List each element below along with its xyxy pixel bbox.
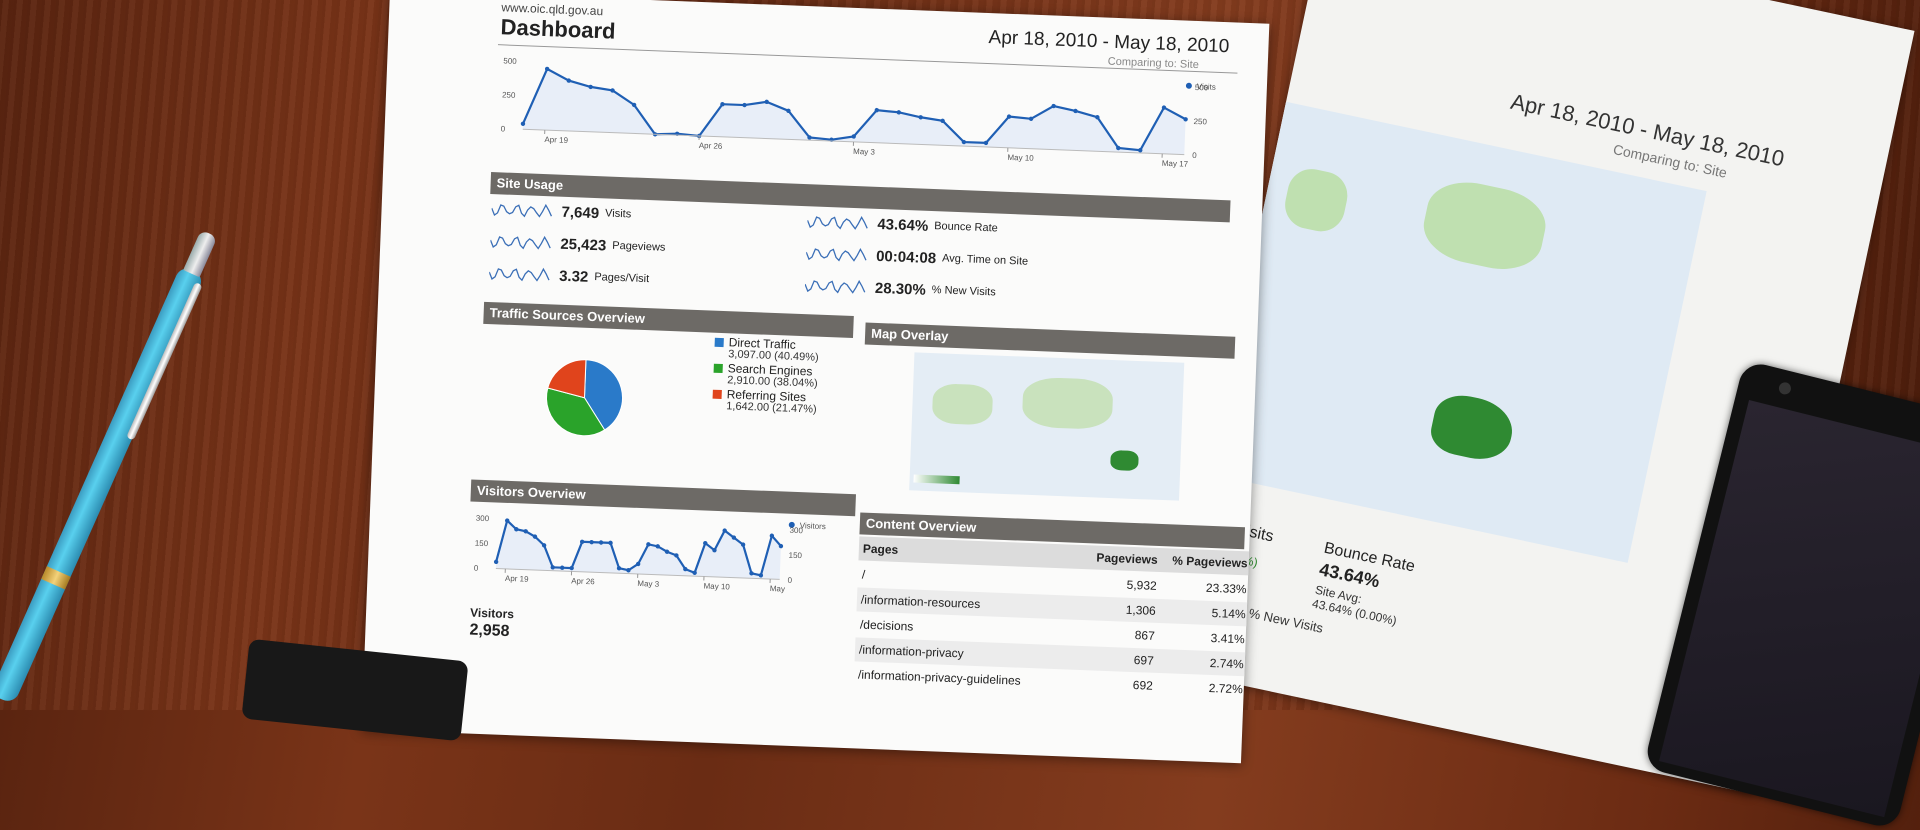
- visitors-total-value: 2,958: [469, 622, 510, 642]
- legend-visitors: Visitors: [800, 521, 826, 531]
- map-landmass-europe: [1281, 165, 1352, 236]
- pen-ring: [41, 566, 70, 589]
- table-cell: /information-resources: [857, 592, 1071, 614]
- sparkline: [490, 232, 553, 252]
- table-header-cell: % Pageviews: [1157, 553, 1247, 570]
- metric-value: 25,423: [560, 235, 607, 254]
- traffic-source-detail: 1,642.00 (21.47%): [726, 400, 817, 415]
- page-title: Dashboard: [500, 14, 616, 44]
- x-tick-label: Apr 26: [571, 576, 595, 586]
- table-cell: /: [858, 567, 1072, 589]
- map-overlay-world-map: [909, 352, 1184, 500]
- metric-value: 7,649: [561, 203, 599, 221]
- phone-camera: [1778, 381, 1793, 396]
- y-tick-label-left: 300: [476, 514, 490, 524]
- metric-label: Pages/Visit: [594, 271, 649, 285]
- site-usage-metric: 00:04:08 Avg. Time on Site: [806, 242, 1029, 273]
- y-tick-label-right: 500: [1195, 83, 1209, 93]
- x-tick-label: May 3: [637, 579, 660, 589]
- second-sheet-stats: Visits 09%) Bounce Rate 43.64% Site Avg:…: [1213, 521, 1590, 713]
- map-australia-highlight: [1110, 450, 1139, 471]
- y-tick-label-left: 250: [502, 90, 516, 100]
- table-cell: 23.33%: [1156, 579, 1246, 596]
- sparkline: [807, 212, 870, 232]
- sparkline: [489, 264, 552, 284]
- metric-value: 00:04:08: [876, 247, 937, 266]
- x-tick-label: May 10: [703, 581, 730, 591]
- visitors-line-chart: Visitors 300 150 0 300 150 0 Apr 19 Apr 26 May 3…: [467, 505, 850, 610]
- metric-label: Pageviews: [612, 240, 666, 254]
- site-usage-metric: 3.32 Pages/Visit: [489, 262, 650, 290]
- y-tick-label-right: 300: [789, 526, 803, 536]
- table-cell: 697: [1069, 651, 1154, 668]
- table-cell: /information-privacy: [855, 642, 1069, 664]
- x-tick-label: Apr 26: [699, 141, 723, 151]
- legend-swatch: [715, 338, 724, 347]
- metric-value: 3.32: [559, 267, 589, 285]
- metric-label: Avg. Time on Site: [942, 252, 1028, 267]
- site-usage-metric: 28.30% % New Visits: [805, 274, 997, 303]
- table-cell: 2.74%: [1154, 654, 1244, 671]
- sparkline: [806, 244, 869, 264]
- y-tick-label-left: 500: [503, 56, 517, 66]
- traffic-sources-pie-chart: [533, 346, 637, 450]
- x-tick-label: May 3: [853, 147, 876, 157]
- date-range: Apr 18, 2010 - May 18, 2010: [988, 27, 1229, 58]
- metric-label: Bounce Rate: [934, 220, 998, 234]
- y-tick-label-left: 0: [501, 124, 506, 133]
- x-tick-label: May: [770, 584, 785, 594]
- dashboard-report-sheet: www.oic.qld.gov.au Dashboard Apr 18, 201…: [362, 0, 1270, 763]
- y-tick-label-left: 0: [474, 564, 479, 573]
- y-tick-label-right: 150: [788, 551, 802, 561]
- metric-label: Visits: [605, 207, 632, 220]
- site-usage-metric: 7,649 Visits: [491, 198, 631, 225]
- map-landmass-americas: [932, 383, 993, 425]
- legend-swatch: [713, 390, 722, 399]
- table-cell: 5.14%: [1155, 604, 1245, 621]
- table-cell: 867: [1070, 626, 1155, 643]
- visitors-total-label: Visitors: [470, 606, 514, 622]
- sparkline: [805, 276, 868, 296]
- second-sheet-world-map: [1207, 102, 1707, 563]
- map-landmass-asia: [1418, 174, 1552, 277]
- table-cell: /decisions: [856, 617, 1070, 639]
- table-cell: /information-privacy-guidelines: [854, 667, 1068, 689]
- y-tick-label-left: 150: [475, 539, 489, 549]
- table-header-cell: Pages: [859, 541, 1073, 563]
- table-header-cell: Pageviews: [1072, 550, 1157, 567]
- metric-value: 28.30%: [875, 279, 926, 298]
- map-color-scale: [913, 474, 959, 484]
- table-cell: 5,932: [1071, 576, 1156, 593]
- map-australia: [1427, 390, 1518, 465]
- legend-visits-marker: [1186, 83, 1192, 89]
- legend-swatch: [714, 364, 723, 373]
- table-cell: 3.41%: [1155, 629, 1245, 646]
- y-tick-label-right: 0: [787, 576, 792, 585]
- table-cell: 1,306: [1071, 601, 1156, 618]
- x-tick-label: Apr 19: [544, 135, 568, 145]
- table-cell: 2.72%: [1153, 679, 1243, 696]
- sparkline: [491, 200, 554, 220]
- metric-value: 43.64%: [877, 215, 928, 234]
- table-cell: 692: [1068, 676, 1153, 693]
- x-tick-label: May 10: [1007, 153, 1034, 163]
- y-tick-label-right: 0: [1192, 151, 1197, 160]
- y-tick-label-right: 250: [1193, 117, 1207, 127]
- traffic-sources-header: Traffic Sources Overview: [483, 302, 854, 338]
- site-usage-metric: 43.64% Bounce Rate: [807, 210, 998, 239]
- site-usage-metric: 25,423 Pageviews: [490, 230, 666, 259]
- x-tick-label: May 17: [1162, 159, 1189, 169]
- metric-label: % New Visits: [932, 284, 996, 298]
- map-landmass-eurasia: [1022, 377, 1114, 430]
- x-tick-label: Apr 19: [505, 574, 529, 584]
